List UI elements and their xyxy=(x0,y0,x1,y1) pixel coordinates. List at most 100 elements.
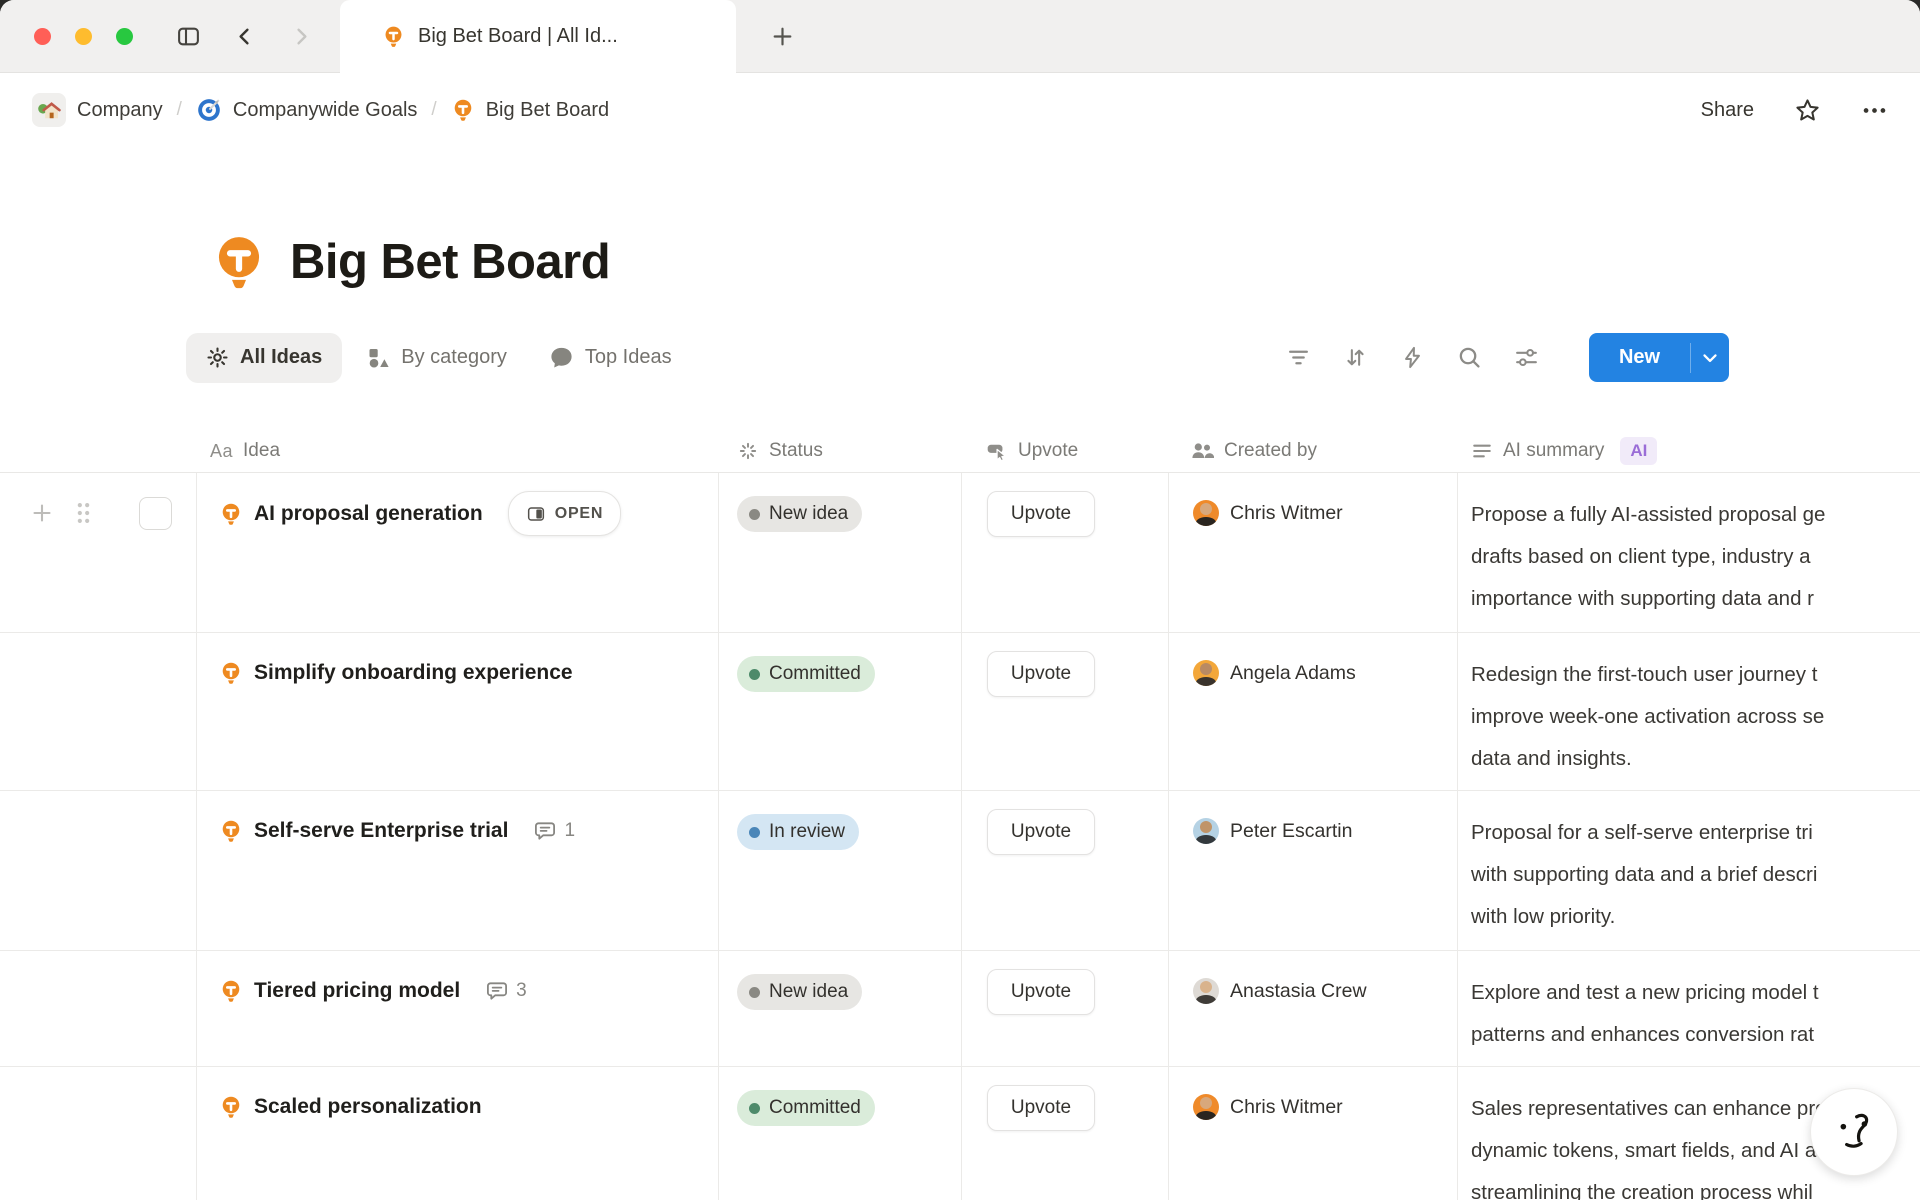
drag-handle-icon[interactable] xyxy=(76,502,91,524)
column-header-upvote[interactable]: Upvote xyxy=(961,430,1168,472)
view-toolbar: New xyxy=(1286,333,1729,382)
upvote-button[interactable]: Upvote xyxy=(987,969,1095,1015)
view-settings-icon[interactable] xyxy=(1514,345,1539,370)
view-tab-label: By category xyxy=(401,346,507,368)
created-by-cell[interactable]: Peter Escartin xyxy=(1168,791,1457,950)
lightbulb-icon xyxy=(219,819,243,843)
favorite-star-icon[interactable] xyxy=(1794,97,1821,124)
lightbulb-icon[interactable] xyxy=(210,233,268,291)
avatar xyxy=(1193,1094,1219,1120)
person-name: Peter Escartin xyxy=(1230,819,1353,842)
created-by-cell[interactable]: Chris Witmer xyxy=(1168,1067,1457,1200)
new-tab-button[interactable] xyxy=(770,24,795,49)
open-page-button[interactable]: OPEN xyxy=(507,491,622,536)
idea-cell[interactable]: Tiered pricing model 3 xyxy=(196,951,718,1066)
view-tab-by-category[interactable]: By category xyxy=(366,346,507,370)
search-icon[interactable] xyxy=(1457,345,1482,370)
idea-cell[interactable]: AI proposal generation OPEN xyxy=(196,473,718,632)
automation-icon[interactable] xyxy=(1400,345,1425,370)
column-label: Upvote xyxy=(1018,440,1079,461)
avatar xyxy=(1193,818,1219,844)
idea-title[interactable]: Self-serve Enterprise trial xyxy=(254,819,509,842)
table-row: Simplify onboarding experience Committed… xyxy=(0,633,1920,791)
comment-icon xyxy=(533,819,557,843)
text-lines-icon xyxy=(1471,440,1493,462)
view-tab-top-ideas[interactable]: Top Ideas xyxy=(549,345,672,370)
back-chevron-icon[interactable] xyxy=(232,24,257,49)
status-pill[interactable]: Committed xyxy=(737,656,875,692)
upvote-button[interactable]: Upvote xyxy=(987,491,1095,537)
idea-cell[interactable]: Scaled personalization xyxy=(196,1067,718,1200)
new-button[interactable]: New xyxy=(1589,333,1729,382)
view-tab-label: All Ideas xyxy=(240,346,323,368)
status-pill[interactable]: Committed xyxy=(737,1090,875,1126)
status-cell[interactable]: New idea xyxy=(718,473,961,632)
chat-bubble-icon xyxy=(549,345,574,370)
summary-line: streamlining the creation process whil xyxy=(1471,1181,1813,1200)
ai-summary-cell[interactable]: Redesign the first-touch user journey t … xyxy=(1457,633,1920,790)
summary-line: improve week-one activation across se xyxy=(1471,705,1825,728)
avatar xyxy=(1193,978,1219,1004)
notion-ai-face-button[interactable] xyxy=(1810,1088,1898,1176)
ai-summary-cell[interactable]: Sales representatives can enhance pro dy… xyxy=(1457,1067,1920,1200)
upvote-cell: Upvote xyxy=(961,1067,1168,1200)
nav-actions: Share xyxy=(1701,97,1888,124)
chevron-down-icon[interactable] xyxy=(1691,347,1729,369)
column-header-ai-summary[interactable]: AI summary AI xyxy=(1457,430,1920,472)
idea-cell[interactable]: Simplify onboarding experience xyxy=(196,633,718,790)
lightbulb-icon xyxy=(219,1095,243,1119)
upvote-button[interactable]: Upvote xyxy=(987,651,1095,697)
status-cell[interactable]: Committed xyxy=(718,1067,961,1200)
status-pill[interactable]: New idea xyxy=(737,496,863,532)
idea-title[interactable]: Simplify onboarding experience xyxy=(254,661,573,684)
idea-cell[interactable]: Self-serve Enterprise trial 1 xyxy=(196,791,718,950)
target-icon xyxy=(196,97,222,123)
filter-icon[interactable] xyxy=(1286,345,1311,370)
browser-tab[interactable]: Big Bet Board | All Id... xyxy=(340,0,736,73)
zoom-window-button[interactable] xyxy=(116,28,133,45)
sort-icon[interactable] xyxy=(1343,345,1368,370)
idea-title[interactable]: AI proposal generation xyxy=(254,501,483,525)
more-options-icon[interactable] xyxy=(1861,97,1888,124)
tab-title: Big Bet Board | All Id... xyxy=(418,25,618,47)
add-row-icon[interactable] xyxy=(30,501,54,525)
status-cell[interactable]: New idea xyxy=(718,951,961,1066)
table-row: Tiered pricing model 3 New idea Upvote A… xyxy=(0,951,1920,1067)
idea-title[interactable]: Tiered pricing model xyxy=(254,979,461,1002)
comment-count-badge[interactable]: 1 xyxy=(533,819,575,843)
comment-count-badge[interactable]: 3 xyxy=(485,979,527,1003)
created-by-cell[interactable]: Angela Adams xyxy=(1168,633,1457,790)
breadcrumb-item-big-bet-board[interactable]: Big Bet Board xyxy=(451,98,609,122)
sidebar-toggle-icon[interactable] xyxy=(176,24,201,49)
status-pill[interactable]: In review xyxy=(737,814,860,850)
status-pill[interactable]: New idea xyxy=(737,974,863,1010)
row-gutter xyxy=(0,473,196,632)
summary-line: Explore and test a new pricing model t xyxy=(1471,981,1819,1004)
view-tab-all-ideas[interactable]: All Ideas xyxy=(186,332,343,383)
created-by-cell[interactable]: Anastasia Crew xyxy=(1168,951,1457,1066)
row-checkbox[interactable] xyxy=(139,497,172,530)
created-by-cell[interactable]: Chris Witmer xyxy=(1168,473,1457,632)
forward-chevron-icon[interactable] xyxy=(289,24,314,49)
breadcrumb-item-companywide-goals[interactable]: Companywide Goals xyxy=(196,97,417,123)
person-name: Chris Witmer xyxy=(1230,501,1343,524)
upvote-button[interactable]: Upvote xyxy=(987,809,1095,855)
breadcrumb-item-company[interactable]: Company xyxy=(32,93,163,127)
summary-line: Sales representatives can enhance pro xyxy=(1471,1097,1827,1120)
status-cell[interactable]: Committed xyxy=(718,633,961,790)
ai-summary-cell[interactable]: Propose a fully AI-assisted proposal ge … xyxy=(1457,473,1920,632)
share-button[interactable]: Share xyxy=(1700,98,1754,121)
table-header-row: Aa Idea Status Upvote Created by AI summ… xyxy=(0,430,1920,473)
ai-summary-cell[interactable]: Proposal for a self-serve enterprise tri… xyxy=(1457,791,1920,950)
close-window-button[interactable] xyxy=(34,28,51,45)
column-header-status[interactable]: Status xyxy=(718,430,961,472)
minimize-window-button[interactable] xyxy=(75,28,92,45)
column-header-created-by[interactable]: Created by xyxy=(1168,430,1457,472)
idea-title[interactable]: Scaled personalization xyxy=(254,1095,482,1118)
ai-summary-cell[interactable]: Explore and test a new pricing model t p… xyxy=(1457,951,1920,1066)
column-header-idea[interactable]: Aa Idea xyxy=(196,430,718,472)
progress-icon xyxy=(737,440,759,462)
upvote-button[interactable]: Upvote xyxy=(987,1085,1095,1131)
lightbulb-icon xyxy=(451,98,475,122)
status-cell[interactable]: In review xyxy=(718,791,961,950)
